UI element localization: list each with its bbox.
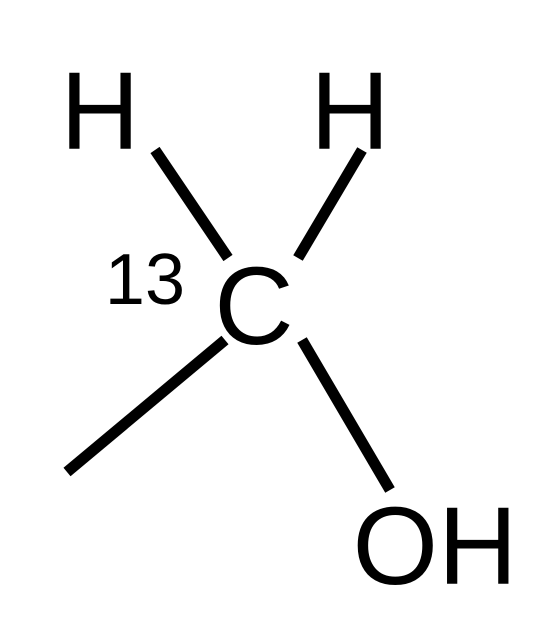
atom-h-right: H xyxy=(310,50,389,173)
atom-c-center: C xyxy=(214,245,293,368)
atom-h-left: H xyxy=(60,50,139,173)
isotope-label-13: 13 xyxy=(105,240,185,320)
bond-co xyxy=(302,340,390,490)
chemical-structure-diagram: H H 13 C OH xyxy=(0,0,551,640)
bond-c-methyl xyxy=(67,340,225,472)
atom-oh: OH xyxy=(353,485,518,608)
